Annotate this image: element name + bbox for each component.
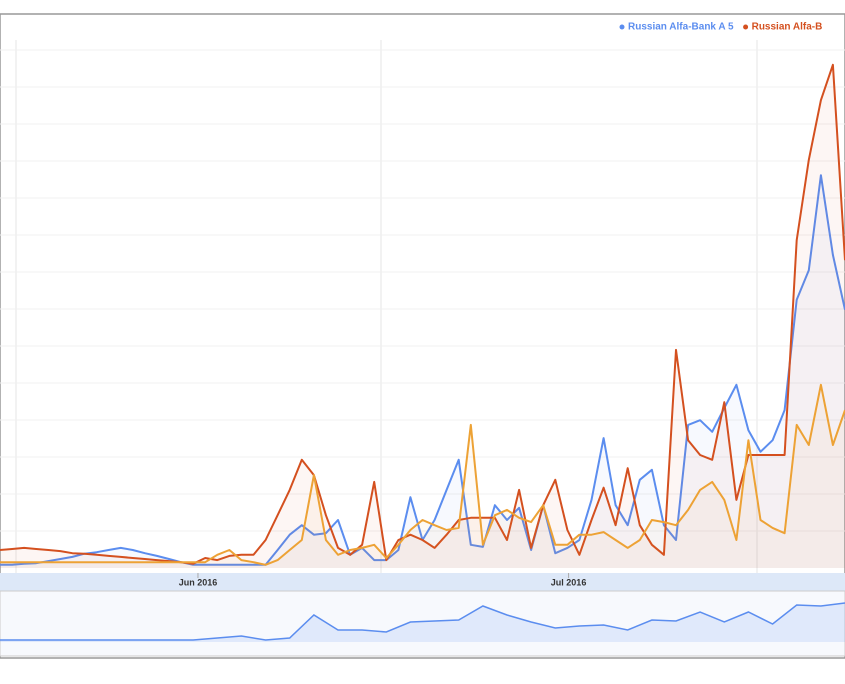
legend-marker	[743, 24, 749, 30]
legend-label: Russian Alfa-Bank A 5	[628, 22, 734, 33]
series-area	[0, 384, 845, 568]
frame	[0, 13, 845, 659]
series-line	[0, 383, 845, 566]
x-tick-label: Jul 2016	[551, 577, 587, 587]
navigator-area	[0, 603, 845, 642]
navigator-panel	[0, 590, 845, 657]
navigator-line	[0, 602, 845, 641]
legend-marker	[619, 24, 625, 30]
legend-label: Russian Alfa-B	[752, 22, 823, 33]
series-area	[0, 175, 845, 568]
x-tick-label: Jun 2016	[179, 577, 218, 587]
series-line	[0, 63, 845, 565]
x-axis-band	[0, 573, 845, 591]
